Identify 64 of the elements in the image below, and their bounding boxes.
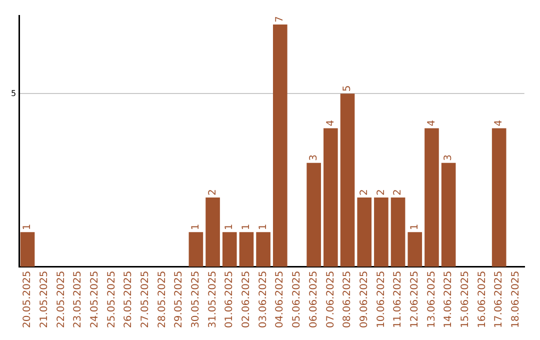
bar — [206, 198, 220, 267]
bar — [272, 24, 288, 267]
x-tick-label: 06.06.2025 — [308, 270, 320, 328]
x-tick-label: 22.05.2025 — [56, 270, 67, 328]
x-tick-label: 07.06.2025 — [325, 270, 336, 328]
x-tick-label: 05.06.2025 — [292, 270, 303, 328]
x-tick-label: 23.05.2025 — [72, 270, 84, 328]
data-label: 1 — [258, 224, 269, 230]
bar — [306, 162, 321, 267]
bar — [357, 198, 372, 267]
x-tick-label: 28.05.2025 — [156, 270, 168, 328]
data-label: 4 — [494, 120, 505, 126]
x-tick-label: 21.05.2025 — [38, 270, 50, 328]
x-tick-label: 30.05.2025 — [190, 270, 202, 328]
bar — [239, 232, 254, 267]
data-label: 2 — [358, 189, 370, 196]
x-tick-label: 29.05.2025 — [174, 270, 185, 328]
x-tick-label: 16.06.2025 — [476, 270, 488, 328]
x-tick-label: 10.06.2025 — [376, 270, 387, 328]
x-tick-label: 31.05.2025 — [207, 270, 218, 328]
bar — [340, 94, 355, 267]
x-tick-label: 04.06.2025 — [274, 270, 286, 328]
x-tick-label: 25.05.2025 — [106, 270, 118, 328]
data-label: 1 — [190, 224, 202, 230]
x-tick-label: 09.06.2025 — [358, 270, 370, 328]
data-label: 1 — [224, 224, 236, 230]
bar — [188, 232, 204, 267]
x-tick-label: 14.06.2025 — [443, 270, 454, 328]
bar — [492, 128, 506, 267]
data-label: 1 — [409, 224, 420, 230]
x-tick-label: 08.06.2025 — [342, 270, 354, 328]
data-label: 3 — [308, 154, 320, 161]
data-label: 2 — [392, 189, 404, 196]
x-tick-label: 12.06.2025 — [409, 270, 420, 328]
x-tick-label: 24.05.2025 — [89, 270, 100, 328]
bar — [390, 198, 406, 267]
bar — [374, 198, 388, 267]
data-label: 4 — [325, 120, 336, 126]
bar — [222, 232, 237, 267]
x-tick-label: 20.05.2025 — [22, 270, 34, 328]
data-label: 4 — [426, 120, 438, 126]
x-tick-label: 17.06.2025 — [494, 270, 505, 328]
x-tick-label: 02.06.2025 — [241, 270, 252, 328]
data-label: 3 — [443, 154, 454, 161]
data-label: 1 — [22, 224, 34, 230]
data-label: 5 — [342, 85, 354, 92]
bar — [441, 162, 456, 267]
bar — [424, 128, 439, 267]
data-label: 7 — [274, 16, 286, 22]
bar — [324, 128, 338, 267]
x-tick-label: 18.06.2025 — [510, 270, 522, 328]
bar — [408, 232, 422, 267]
x-tick-label: 15.06.2025 — [460, 270, 471, 328]
data-label: 2 — [207, 189, 218, 196]
bar — [256, 232, 270, 267]
x-tick-label: 26.05.2025 — [123, 270, 134, 328]
bar — [20, 232, 35, 267]
data-label: 2 — [376, 189, 387, 196]
data-label: 1 — [241, 224, 252, 230]
x-tick-label: 27.05.2025 — [140, 270, 151, 328]
x-tick-label: 03.06.2025 — [258, 270, 269, 328]
x-tick-label: 13.06.2025 — [426, 270, 438, 328]
x-tick-label: 11.06.2025 — [392, 270, 404, 328]
x-tick-label: 01.06.2025 — [224, 270, 236, 328]
